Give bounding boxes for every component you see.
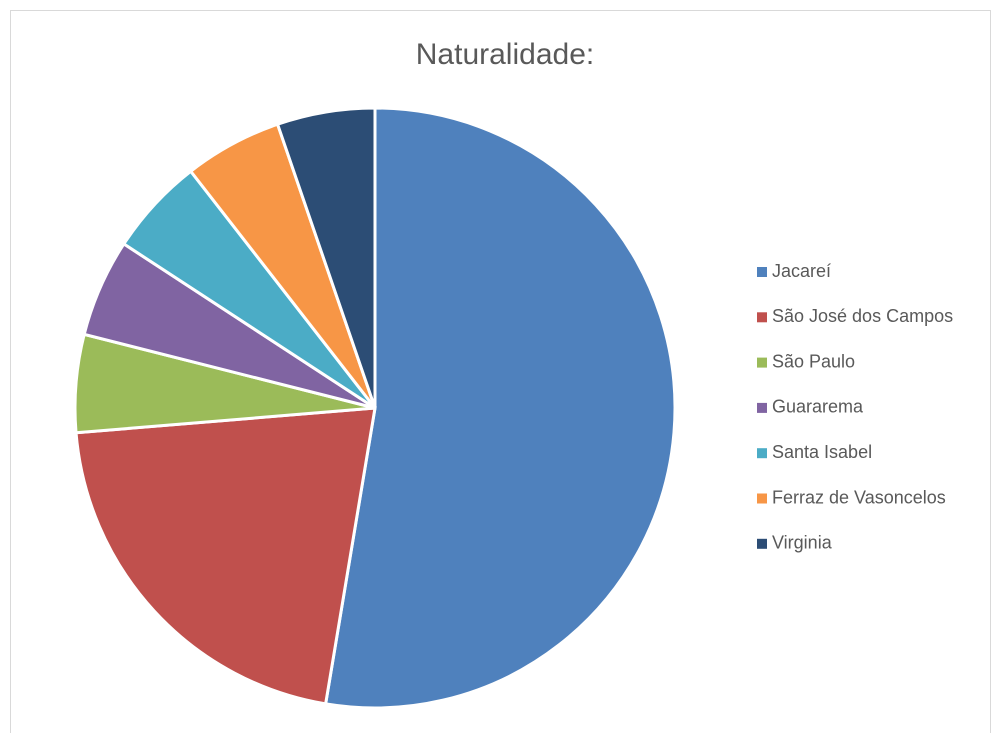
pie-slice: [323, 106, 677, 710]
legend-label: Guararema: [772, 397, 864, 417]
legend-label: São José dos Campos: [772, 306, 953, 326]
legend-label: São Paulo: [772, 351, 855, 371]
legend-swatch: [757, 402, 767, 413]
pie-slice: [275, 106, 377, 409]
legend-swatch: [757, 493, 767, 504]
chart-title: Naturalidade:: [416, 38, 594, 71]
legend-swatch: [757, 538, 767, 549]
pie-slice: [74, 406, 377, 706]
legend-label: Santa Isabel: [772, 442, 872, 462]
legend-swatch: [757, 267, 767, 277]
legend-swatch: [757, 448, 767, 459]
legend-swatch: [757, 312, 767, 323]
legend-label: Virginia: [772, 533, 833, 553]
legend-label: Jacareí: [772, 261, 831, 281]
legend-swatch: [757, 357, 767, 368]
legend-label: Ferraz de Vasoncelos: [772, 487, 946, 507]
